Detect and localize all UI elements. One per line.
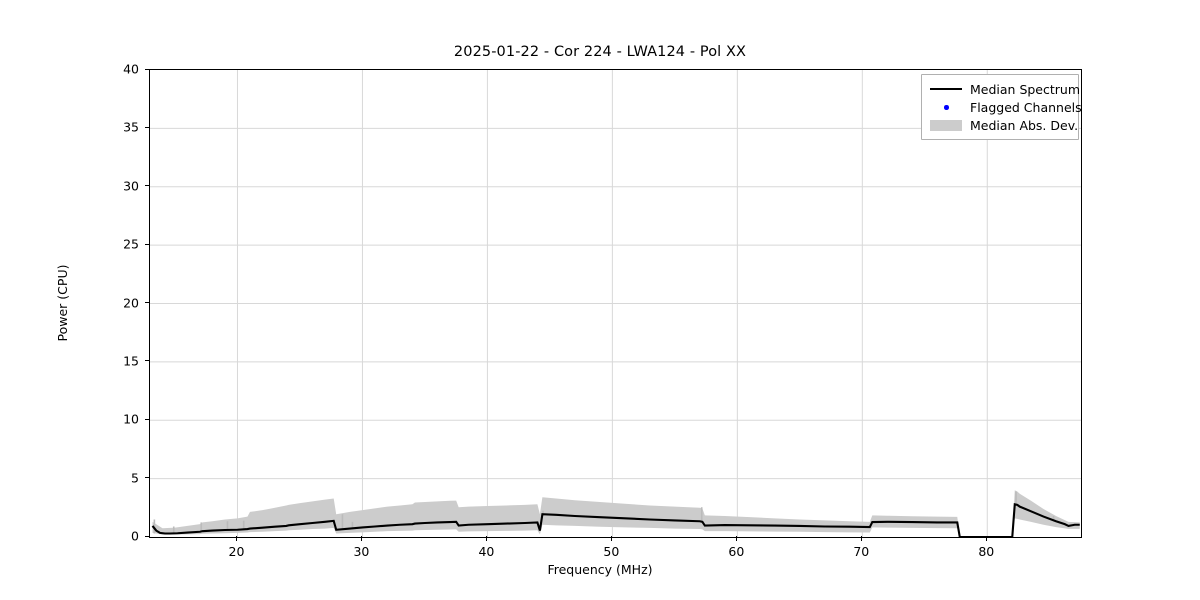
y-tick-label: 35	[123, 119, 139, 135]
spike-lines	[153, 491, 1055, 534]
x-tick-mark	[985, 536, 987, 541]
plot-svg	[150, 70, 1081, 537]
plot-inner	[150, 70, 1081, 537]
legend-label: Flagged Channels	[970, 99, 1082, 115]
x-tick-mark	[860, 536, 862, 541]
y-tick-mark	[144, 302, 149, 304]
median-spectrum-line	[151, 503, 1080, 537]
y-tick-mark	[144, 243, 149, 245]
x-tick-label: 40	[478, 544, 495, 559]
y-tick-label: 30	[123, 178, 139, 194]
legend-item-median-spectrum: Median Spectrum	[929, 80, 1080, 98]
x-tick-label: 20	[228, 544, 245, 559]
y-tick-mark	[144, 360, 149, 362]
y-tick-mark	[144, 418, 149, 420]
y-tick-label: 40	[123, 61, 139, 77]
x-tick-mark	[610, 536, 612, 541]
legend-dot-icon	[929, 100, 963, 114]
y-tick-mark	[144, 535, 149, 537]
y-tick-mark	[144, 185, 149, 187]
x-tick-label: 30	[353, 544, 370, 559]
legend-item-flagged-channels: Flagged Channels	[929, 98, 1082, 116]
x-axis-label: Frequency (MHz)	[547, 562, 653, 577]
x-tick-label: 80	[978, 544, 995, 559]
y-tick-label: 15	[123, 353, 139, 369]
y-tick-mark	[144, 477, 149, 479]
x-tick-mark	[735, 536, 737, 541]
median-abs-dev-band	[152, 490, 1080, 537]
y-tick-label: 10	[123, 411, 139, 427]
legend-line-icon	[929, 82, 963, 96]
legend-label: Median Spectrum	[970, 81, 1081, 97]
gridlines	[150, 70, 1081, 537]
y-tick-label: 0	[131, 528, 139, 544]
chart-legend: Median Spectrum Flagged Channels Median …	[921, 74, 1082, 140]
y-tick-label: 20	[123, 295, 139, 310]
y-axis-label: Power (CPU)	[55, 264, 70, 341]
x-tick-label: 70	[853, 544, 870, 559]
x-tick-mark	[235, 536, 238, 541]
y-tick-label: 25	[123, 236, 139, 252]
legend-patch-icon	[929, 118, 963, 132]
x-tick-label: 50	[603, 544, 620, 559]
x-tick-mark	[360, 536, 363, 541]
x-tick-mark	[485, 536, 487, 541]
chart-title: 2025-01-22 - Cor 224 - LWA124 - Pol XX	[453, 44, 747, 60]
legend-item-median-abs-dev: Median Abs. Dev.	[929, 116, 1078, 134]
y-tick-label: 5	[131, 470, 139, 486]
x-tick-label: 60	[728, 544, 745, 559]
y-tick-mark	[144, 126, 149, 128]
y-tick-mark	[144, 68, 149, 70]
legend-label: Median Abs. Dev.	[970, 117, 1079, 133]
